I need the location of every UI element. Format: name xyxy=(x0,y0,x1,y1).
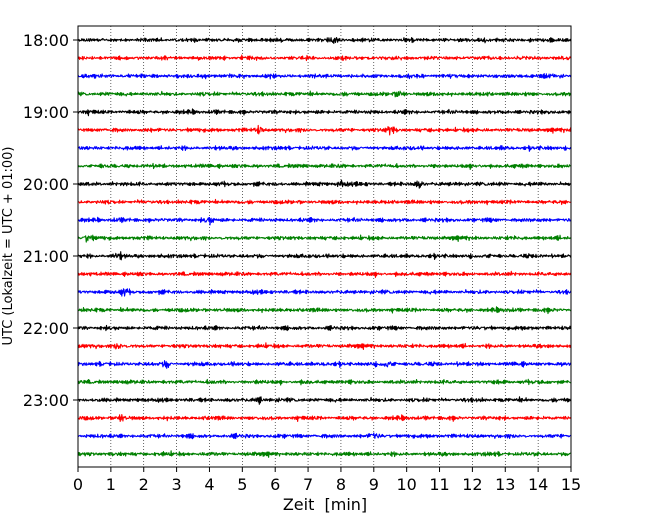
x-tick-label-12: 12 xyxy=(462,475,482,494)
plot-frame xyxy=(77,25,572,468)
trace-13 xyxy=(77,270,572,278)
y-tick-label-2000: 20:00 xyxy=(23,175,69,194)
x-tick-label-14: 14 xyxy=(528,475,548,494)
trace-0 xyxy=(77,36,572,45)
y-axis-ticks: 18:00 19:00 20:00 21:00 22:00 23:00 xyxy=(23,31,78,410)
trace-22 xyxy=(77,432,572,440)
trace-17 xyxy=(77,342,572,351)
trace-20 xyxy=(77,396,572,405)
x-tick-label-0: 0 xyxy=(73,475,83,494)
trace-23 xyxy=(77,450,572,458)
x-tick-label-13: 13 xyxy=(495,475,515,494)
trace-19 xyxy=(77,378,572,386)
trace-7 xyxy=(77,162,572,171)
x-tick-label-6: 6 xyxy=(270,475,280,494)
y-tick-label-2200: 22:00 xyxy=(23,319,69,338)
x-tick-label-15: 15 xyxy=(561,475,581,494)
trace-6 xyxy=(77,144,572,152)
trace-18 xyxy=(77,360,572,369)
x-tick-label-8: 8 xyxy=(336,475,346,494)
x-tick-label-10: 10 xyxy=(396,475,416,494)
x-tick-label-11: 11 xyxy=(429,475,449,494)
trace-9 xyxy=(77,198,572,206)
trace-8 xyxy=(77,179,572,189)
x-tick-label-7: 7 xyxy=(303,475,313,494)
trace-16 xyxy=(77,324,572,332)
trace-15 xyxy=(77,306,572,315)
x-axis-ticks: 0 1 2 3 4 5 6 7 8 9 10 11 12 13 14 15 xyxy=(73,467,581,494)
y-axis-label: UTC (Lokalzeit = UTC + 01:00) xyxy=(1,147,16,346)
x-axis-label: Zeit [min] xyxy=(283,495,367,514)
trace-21 xyxy=(77,413,572,423)
x-tick-label-4: 4 xyxy=(204,475,214,494)
trace-14 xyxy=(77,288,572,297)
y-tick-label-1800: 18:00 xyxy=(23,31,69,50)
x-tick-label-3: 3 xyxy=(172,475,182,494)
seismogram-traces xyxy=(77,36,572,458)
trace-12 xyxy=(77,251,572,261)
x-tick-label-9: 9 xyxy=(369,475,379,494)
y-tick-label-2100: 21:00 xyxy=(23,247,69,266)
trace-1 xyxy=(77,54,572,62)
trace-5 xyxy=(77,124,572,136)
x-tick-label-2: 2 xyxy=(139,475,149,494)
trace-3 xyxy=(77,90,572,98)
trace-2 xyxy=(77,73,572,80)
trace-11 xyxy=(77,234,572,243)
y-tick-label-2300: 23:00 xyxy=(23,391,69,410)
trace-4 xyxy=(77,108,572,117)
trace-10 xyxy=(77,216,572,226)
y-tick-label-1900: 19:00 xyxy=(23,103,69,122)
x-tick-label-5: 5 xyxy=(237,475,247,494)
x-tick-label-1: 1 xyxy=(106,475,116,494)
